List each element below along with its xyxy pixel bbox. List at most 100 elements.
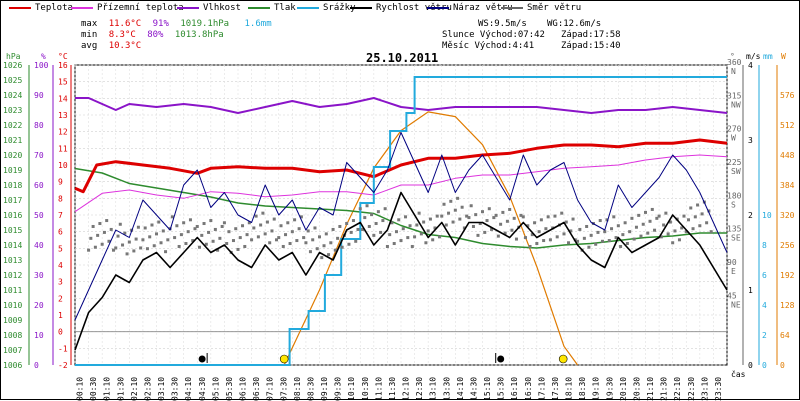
wind-speed-stat: WS:9.5m/s (478, 19, 527, 29)
dir-compass-label: N (731, 67, 736, 76)
wind-direction-dot (637, 213, 641, 217)
wind-direction-dot (508, 207, 512, 211)
hpa-tick-label: 1015 (3, 226, 22, 235)
pressure-line (74, 167, 727, 249)
legend-label: Přízemní teplota (97, 3, 184, 13)
x-tick-label: 17:10 (537, 377, 546, 401)
axes-layer: hPa% °C1006100710081009101010111012101310… (3, 52, 795, 401)
wind-direction-dot (322, 244, 326, 248)
legend-swatch (297, 6, 319, 9)
moonset-marker (497, 355, 505, 363)
hpa-tick-label: 1011 (3, 286, 22, 295)
x-tick-label: 16:30 (524, 377, 533, 401)
hpa-tick-label: 1017 (3, 196, 22, 205)
wind-direction-dot (311, 238, 315, 242)
deg-unit-label: ° (730, 52, 735, 61)
wind-direction-dot (329, 241, 333, 245)
x-tick-label: 03:30 (171, 377, 180, 401)
x-tick-label: 23:30 (714, 377, 723, 401)
wind-direction-dot (306, 229, 310, 233)
dir-compass-label: NW (731, 100, 741, 109)
x-tick-label: 10:30 (361, 377, 370, 401)
dir-tick-label: 45 (727, 291, 737, 300)
wind-direction-dot (338, 224, 342, 228)
wind-direction-dot (571, 217, 575, 221)
wind-direction-dot (404, 215, 408, 219)
wind-direction-dot (376, 210, 380, 214)
wind-direction-dot (646, 231, 650, 235)
hpa-tick-label: 1020 (3, 151, 22, 160)
x-tick-label: 13:10 (429, 377, 438, 401)
x-tick-label: 10:10 (347, 377, 356, 401)
stat-min-humidity: 80% (147, 30, 164, 40)
wind-direction-dot (361, 227, 365, 231)
x-tick-label: 14:30 (469, 377, 478, 401)
grid-layer (74, 64, 728, 366)
wind-direction-dot (666, 232, 670, 236)
c-tick-label: 11 (58, 144, 68, 153)
wind-direction-dot (555, 235, 559, 239)
wind-direction-dot (365, 204, 369, 208)
wind-direction-dot (331, 227, 335, 231)
stat-avg-row: avg 10.3°C (81, 41, 141, 51)
wind-direction-dot (693, 215, 697, 219)
wind-direction-dot (485, 219, 489, 223)
wind-direction-dot (383, 207, 387, 211)
x-tick-label: 21:30 (660, 377, 669, 401)
wind-direction-dot (179, 233, 183, 237)
wind-direction-dot (225, 242, 229, 246)
wind-direction-dot (270, 229, 274, 233)
wind-direction-dot (367, 224, 371, 228)
wind-direction-dot (277, 236, 281, 240)
w-tick-label: 512 (780, 121, 795, 130)
wind-direction-dot (155, 232, 158, 236)
wind-direction-dot (231, 239, 235, 243)
wind-direction-dot (630, 216, 634, 220)
dir-compass-label: E (731, 267, 736, 276)
wind-direction-dot (123, 231, 127, 235)
wind-direction-dot (175, 224, 179, 228)
legend-item-7: Směr větru (501, 3, 581, 13)
wind-direction-dot (428, 217, 432, 221)
wind-direction-dot (121, 243, 125, 247)
wind-direction-dot (372, 233, 376, 237)
wind-direction-dot (265, 220, 269, 224)
x-tick-label: 18:30 (578, 377, 587, 401)
wind-direction-dot (533, 221, 537, 225)
wind-direction-dot (188, 218, 192, 222)
wind-direction-dot (102, 230, 106, 234)
wind-direction-dot (514, 237, 518, 241)
wind-direction-dot (709, 230, 713, 234)
hpa-tick-label: 1014 (3, 241, 22, 250)
wind-direction-dot (542, 239, 546, 243)
wind-direction-dot (499, 222, 503, 226)
dir-tick-label: 135 (727, 225, 742, 234)
x-tick-label: 15:30 (497, 377, 506, 401)
dir-compass-label: SE (731, 234, 741, 243)
wind-direction-dot (460, 205, 464, 209)
wind-direction-dot (134, 237, 138, 241)
wind-direction-dot (496, 234, 500, 238)
wind-direction-dot (437, 235, 441, 239)
c-tick-label: 1 (58, 311, 63, 320)
wind-direction-dot (451, 220, 455, 224)
wind-gust-stat: WG:12.6m/s (547, 19, 602, 29)
wind-direction-dot (462, 226, 466, 230)
wind-direction-dot (560, 211, 564, 215)
wind-direction-dot (254, 214, 258, 218)
pct-tick-label: 50 (34, 211, 44, 220)
wind-direction-dot (487, 207, 491, 211)
legend-item-3: Tlak (248, 3, 296, 13)
wind-direction-dot (632, 237, 636, 241)
wind-direction-dot (417, 211, 421, 215)
wind-direction-dot (673, 229, 677, 233)
wind-direction-dot (562, 232, 566, 236)
ms-tick-label: 0 (748, 361, 753, 370)
wind-direction-dot (614, 236, 618, 240)
hpa-tick-label: 1018 (3, 181, 22, 190)
c-tick-label: 12 (58, 128, 68, 137)
wind-direction-dot (401, 227, 405, 231)
wind-direction-dot (546, 215, 550, 219)
sunrise-marker (279, 354, 289, 364)
hpa-tick-label: 1021 (3, 136, 22, 145)
